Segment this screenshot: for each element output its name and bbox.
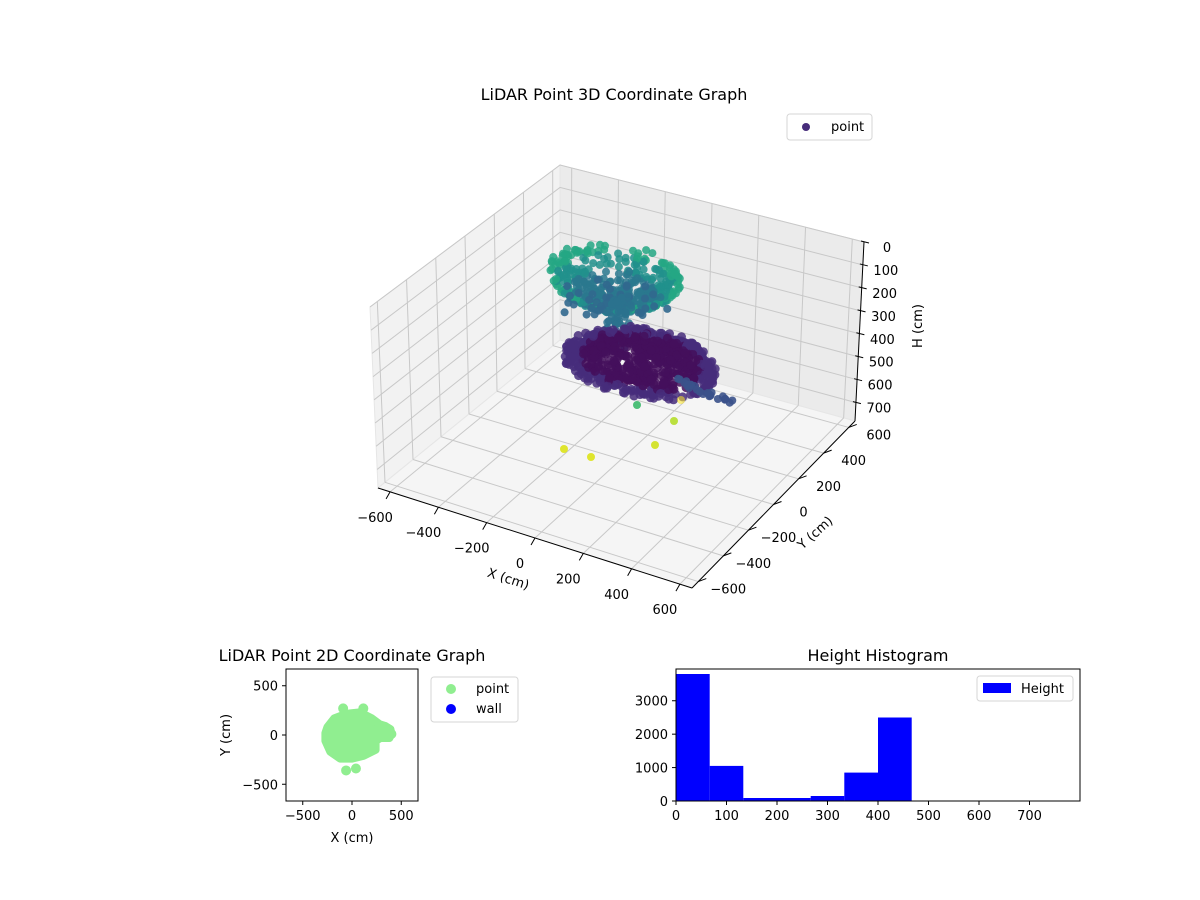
svg-text:400: 400 <box>866 809 891 824</box>
x-axis-label-2d: X (cm) <box>331 831 374 846</box>
z-axis-line <box>854 241 865 422</box>
histogram-bar <box>810 796 845 801</box>
legend-marker-point-2d <box>446 684 456 694</box>
svg-text:3000: 3000 <box>635 695 668 710</box>
svg-text:−400: −400 <box>735 557 771 572</box>
svg-text:−500: −500 <box>285 809 321 824</box>
histogram-bar <box>676 674 710 801</box>
legend-marker-point-3d <box>802 123 810 131</box>
svg-text:700: 700 <box>1017 809 1042 824</box>
svg-text:200: 200 <box>872 287 897 302</box>
z-axis-label-3d: H (cm) <box>911 304 926 348</box>
svg-text:400: 400 <box>870 333 895 348</box>
legend-label-height: Height <box>1021 682 1064 697</box>
svg-text:0: 0 <box>516 557 524 572</box>
svg-text:200: 200 <box>765 809 790 824</box>
y-axis-label-2d: Y (cm) <box>219 714 234 757</box>
legend-marker-wall-2d <box>446 704 456 714</box>
legend-label-point-3d: point <box>831 120 864 135</box>
histogram-bar <box>709 765 744 801</box>
svg-text:600: 600 <box>967 809 992 824</box>
svg-text:100: 100 <box>714 809 739 824</box>
svg-text:100: 100 <box>873 264 898 279</box>
histogram-bar <box>743 798 777 801</box>
legend-3d: point <box>786 113 873 141</box>
svg-text:300: 300 <box>815 809 840 824</box>
svg-text:200: 200 <box>816 480 841 495</box>
chart-3d-title: LiDAR Point 3D Coordinate Graph <box>481 85 748 104</box>
svg-text:600: 600 <box>866 428 891 443</box>
svg-text:−500: −500 <box>242 778 278 793</box>
svg-text:1000: 1000 <box>635 762 668 777</box>
svg-text:500: 500 <box>916 809 941 824</box>
svg-text:400: 400 <box>604 588 629 603</box>
ticks-3d: −600−400−2000200400600−600−400−200020040… <box>357 240 898 618</box>
svg-text:−200: −200 <box>454 542 490 557</box>
svg-text:0: 0 <box>660 795 668 810</box>
histogram-bars <box>676 674 912 801</box>
svg-text:0: 0 <box>348 809 356 824</box>
chart-3d: LiDAR Point 3D Coordinate Graph −600 −400… <box>357 85 926 618</box>
chart-2d-title: LiDAR Point 2D Coordinate Graph <box>219 646 486 665</box>
chart-histogram: Height Histogram 0 100 200 300 400 500 600 7000… <box>635 646 1081 824</box>
svg-text:−600: −600 <box>357 511 393 526</box>
svg-text:0: 0 <box>672 809 680 824</box>
svg-text:−400: −400 <box>406 526 442 541</box>
histogram-bar <box>777 798 811 801</box>
svg-text:500: 500 <box>869 356 894 371</box>
svg-text:600: 600 <box>653 603 678 618</box>
ticks-histogram: 0 100 200 300 400 500 600 700 0 1000 2000 3000 <box>635 695 1042 824</box>
svg-text:−200: −200 <box>761 531 797 546</box>
legend-label-point-2d: point <box>476 682 509 697</box>
histogram-bar <box>844 772 878 801</box>
legend-label-wall-2d: wall <box>476 702 502 717</box>
histogram-bar <box>878 717 912 801</box>
svg-text:200: 200 <box>556 572 581 587</box>
svg-text:700: 700 <box>867 402 892 417</box>
svg-text:600: 600 <box>868 379 893 394</box>
svg-text:0: 0 <box>799 506 807 521</box>
svg-text:400: 400 <box>841 454 866 469</box>
points-3d <box>546 240 737 461</box>
ticks-2d: −500 0 500 500 0 −500 <box>242 680 413 824</box>
chart-2d: LiDAR Point 2D Coordinate Graph −500 0 500… <box>219 646 519 846</box>
svg-text:500: 500 <box>389 809 414 824</box>
svg-text:500: 500 <box>253 680 278 695</box>
legend-histogram: Height <box>976 675 1074 702</box>
legend-2d: point wall <box>430 676 519 723</box>
svg-text:−600: −600 <box>710 583 746 598</box>
svg-text:2000: 2000 <box>635 728 668 743</box>
plot-area-2d <box>321 703 397 776</box>
svg-text:300: 300 <box>871 310 896 325</box>
histogram-title: Height Histogram <box>808 646 949 665</box>
svg-text:0: 0 <box>883 241 891 256</box>
legend-swatch-height <box>983 683 1011 693</box>
svg-text:0: 0 <box>270 729 278 744</box>
